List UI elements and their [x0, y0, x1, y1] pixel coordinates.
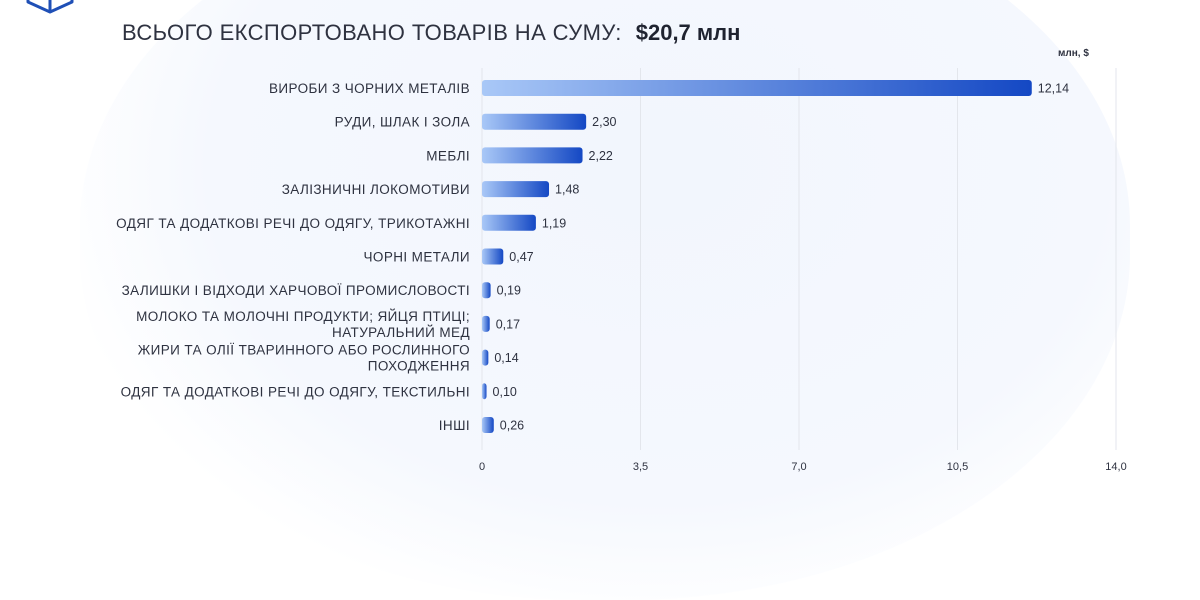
- category-label: ВИРОБИ З ЧОРНИХ МЕТАЛІВ: [269, 81, 470, 96]
- category-label: ОДЯГ ТА ДОДАТКОВІ РЕЧІ ДО ОДЯГУ, ТРИКОТА…: [116, 216, 470, 231]
- value-label: 2,30: [592, 115, 616, 129]
- x-tick-label: 14,0: [1105, 461, 1126, 473]
- value-label: 0,14: [494, 351, 518, 365]
- category-label: ЖИРИ ТА ОЛІЇ ТВАРИННОГО АБО РОСЛИННОГО: [138, 343, 470, 358]
- value-label: 0,10: [493, 385, 517, 399]
- chart-header: ВСЬОГО ЕКСПОРТОВАНО ТОВАРІВ НА СУМУ: $20…: [122, 20, 740, 46]
- value-label: 0,17: [496, 317, 520, 331]
- total-label: ВСЬОГО ЕКСПОРТОВАНО ТОВАРІВ НА СУМУ:: [122, 20, 622, 45]
- bar: [482, 147, 583, 164]
- value-label: 0,26: [500, 419, 524, 433]
- bar: [482, 349, 489, 366]
- value-label: 1,48: [555, 183, 579, 197]
- bars: [482, 80, 1032, 433]
- category-labels: 12,14 ВИРОБИ З ЧОРНИХ МЕТАЛІВ 2,30 РУДИ, ШЛ…: [116, 81, 1069, 433]
- category-label: ЗАЛИШКИ І ВІДХОДИ ХАРЧОВОЇ ПРОМИСЛОВОСТІ: [122, 283, 470, 298]
- bar: [482, 214, 536, 231]
- category-label: ІНШІ: [439, 418, 470, 433]
- category-label: РУДИ, ШЛАК І ЗОЛА: [335, 115, 470, 130]
- bar: [482, 113, 587, 130]
- bar: [482, 315, 490, 332]
- value-label: 0,47: [509, 250, 533, 264]
- category-label: НАТУРАЛЬНИЙ МЕД: [332, 325, 470, 340]
- value-label: 12,14: [1038, 82, 1069, 96]
- value-label: 2,22: [589, 149, 613, 163]
- category-label: МЕБЛІ: [426, 148, 470, 163]
- bar: [482, 80, 1032, 96]
- bar: [482, 282, 491, 299]
- category-label: ОДЯГ ТА ДОДАТКОВІ РЕЧІ ДО ОДЯГУ, ТЕКСТИЛ…: [121, 384, 470, 399]
- x-tick-label: 7,0: [791, 461, 806, 473]
- x-axis-ticks: 0 3,5 7,0 10,5 14,0: [479, 461, 1127, 473]
- value-label: 1,19: [542, 216, 566, 230]
- bar-chart: 12,14 ВИРОБИ З ЧОРНИХ МЕТАЛІВ 2,30 РУДИ, ШЛ…: [116, 68, 1127, 473]
- bar: [482, 417, 494, 433]
- x-tick-label: 3,5: [633, 461, 648, 473]
- cube-outline-icon: [26, 0, 74, 14]
- category-label: ПОХОДЖЕННЯ: [368, 359, 470, 374]
- category-label: ЧОРНІ МЕТАЛИ: [364, 250, 470, 265]
- bar: [482, 248, 504, 265]
- category-label: МОЛОКО ТА МОЛОЧНІ ПРОДУКТИ; ЯЙЦЯ ПТИЦІ;: [136, 309, 470, 324]
- unit-label: млн, $: [1058, 48, 1089, 59]
- category-label: ЗАЛІЗНИЧНІ ЛОКОМОТИВИ: [282, 182, 470, 197]
- x-tick-label: 0: [479, 461, 485, 473]
- value-label: 0,19: [497, 284, 521, 298]
- x-tick-label: 10,5: [947, 461, 968, 473]
- bar: [482, 383, 487, 400]
- total-value: $20,7 млн: [635, 20, 741, 45]
- bar: [482, 181, 550, 198]
